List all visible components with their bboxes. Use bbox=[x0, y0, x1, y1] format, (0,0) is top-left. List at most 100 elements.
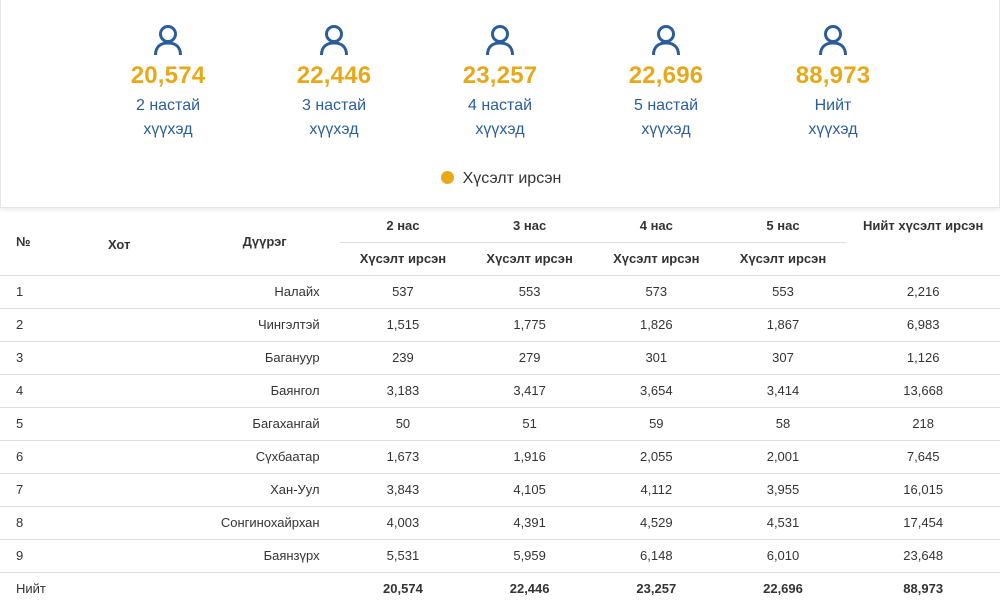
stat-label: Нийт хүүхэд bbox=[808, 97, 858, 138]
cell-age-2: 1,515 bbox=[339, 307, 467, 341]
cell-age-3: 279 bbox=[466, 340, 593, 374]
stat-value: 22,696 bbox=[628, 62, 704, 89]
person-icon bbox=[819, 25, 847, 56]
total-all: 88,973 bbox=[846, 571, 1000, 605]
cell-age-2: 1,673 bbox=[339, 439, 467, 473]
cell-city bbox=[59, 505, 190, 539]
col-header-age-5: 5 нас bbox=[766, 217, 800, 233]
stat-label: 4 настай хүүхэд bbox=[467, 97, 533, 138]
cell-age-4: 59 bbox=[592, 406, 720, 440]
col-header-age-2: 2 нас bbox=[386, 217, 420, 233]
cell-district: Хан-Уул bbox=[189, 472, 340, 506]
cell-no: 7 bbox=[0, 472, 60, 506]
cell-total: 2,216 bbox=[846, 274, 1000, 308]
cell-age-5: 58 bbox=[719, 406, 847, 440]
stat-age-5: 22,696 5 настай хүүхэд bbox=[581, 24, 751, 142]
table-row: 2 Чингэлтэй 1,515 1,775 1,826 1,867 6,98… bbox=[0, 307, 1000, 341]
subheader-age-2: Хүсэлт ирсэн bbox=[339, 241, 467, 275]
cell-age-5: 553 bbox=[719, 274, 847, 308]
col-header-district: Дүүрэг bbox=[242, 234, 287, 250]
cell-age-4: 4,529 bbox=[592, 505, 720, 539]
cell-age-5: 307 bbox=[719, 340, 847, 374]
cell-total: 17,454 bbox=[846, 505, 1000, 539]
stat-age-2: 20,574 2 настай хүүхэд bbox=[83, 24, 253, 142]
legend-dot-icon bbox=[440, 171, 454, 184]
subheader-age-4: Хүсэлт ирсэн bbox=[592, 241, 720, 275]
cell-age-4: 6,148 bbox=[592, 538, 720, 572]
subheader-age-5: Хүсэлт ирсэн bbox=[719, 241, 847, 275]
cell-city bbox=[59, 307, 190, 341]
cell-total: 7,645 bbox=[846, 439, 1000, 473]
total-age-4: 23,257 bbox=[592, 571, 720, 605]
summary-card: 20,574 2 настай хүүхэд 22,446 3 настай х… bbox=[0, 0, 1000, 208]
stat-value: 23,257 bbox=[462, 62, 538, 89]
table-row: 1 Налайх 537 553 573 553 2,216 bbox=[0, 274, 1000, 308]
total-district-empty bbox=[189, 571, 340, 605]
total-age-5: 22,696 bbox=[719, 571, 847, 605]
cell-age-5: 3,955 bbox=[719, 472, 847, 506]
cell-age-2: 50 bbox=[339, 406, 467, 440]
cell-total: 1,126 bbox=[846, 340, 1000, 374]
cell-total: 218 bbox=[846, 406, 1000, 440]
cell-total: 6,983 bbox=[846, 307, 1000, 341]
cell-city bbox=[59, 340, 190, 374]
cell-age-2: 3,183 bbox=[339, 373, 467, 407]
subheader-age-3: Хүсэлт ирсэн bbox=[466, 241, 593, 275]
cell-age-3: 5,959 bbox=[466, 538, 593, 572]
cell-age-3: 1,775 bbox=[466, 307, 593, 341]
col-header-total: Нийт хүсэлт ирсэн bbox=[863, 218, 984, 233]
cell-total: 23,648 bbox=[846, 538, 1000, 572]
cell-district: Сүхбаатар bbox=[189, 439, 340, 473]
cell-district: Багахангай bbox=[189, 406, 340, 440]
cell-district: Багануур bbox=[189, 340, 340, 374]
subheader-total-empty bbox=[846, 242, 1000, 275]
stat-value: 22,446 bbox=[296, 62, 372, 89]
cell-age-3: 3,417 bbox=[466, 373, 593, 407]
legend-label: Хүсэлт ирсэн bbox=[462, 170, 562, 187]
cell-age-4: 2,055 bbox=[592, 439, 720, 473]
person-icon bbox=[486, 25, 514, 56]
cell-age-5: 1,867 bbox=[719, 307, 847, 341]
table-subheader-row: Хүсэлт ирсэн Хүсэлт ирсэн Хүсэлт ирсэн Х… bbox=[0, 241, 1000, 275]
table-row: 5 Багахангай 50 51 59 58 218 bbox=[0, 406, 1000, 440]
stat-label: 2 настай хүүхэд bbox=[135, 97, 201, 138]
stat-age-4: 23,257 4 настай хүүхэд bbox=[415, 24, 585, 142]
cell-age-3: 1,916 bbox=[466, 439, 593, 473]
cell-city bbox=[59, 538, 190, 572]
table-row: 3 Багануур 239 279 301 307 1,126 bbox=[0, 340, 1000, 374]
cell-city bbox=[59, 406, 190, 440]
cell-city bbox=[59, 472, 190, 506]
person-icon bbox=[154, 25, 182, 56]
cell-city bbox=[59, 274, 190, 308]
cell-total: 16,015 bbox=[846, 472, 1000, 506]
stat-value: 20,574 bbox=[130, 62, 206, 89]
col-header-city: Хот bbox=[107, 237, 131, 252]
requests-table: № Хот Дүүрэг 2 нас 3 нас 4 нас 5 нас Ний… bbox=[0, 209, 1000, 605]
table-total-row: Нийт 20,574 22,446 23,257 22,696 88,973 bbox=[0, 571, 1000, 605]
cell-age-3: 4,105 bbox=[466, 472, 593, 506]
cell-no: 2 bbox=[0, 307, 60, 341]
stat-age-3: 22,446 3 настай хүүхэд bbox=[249, 24, 419, 142]
cell-no: 5 bbox=[0, 406, 60, 440]
cell-age-5: 2,001 bbox=[719, 439, 847, 473]
cell-age-2: 3,843 bbox=[339, 472, 467, 506]
table-row: 8 Сонгинохайрхан 4,003 4,391 4,529 4,531… bbox=[0, 505, 1000, 539]
cell-age-3: 51 bbox=[466, 406, 593, 440]
cell-age-4: 573 bbox=[592, 274, 720, 308]
legend[interactable]: Хүсэлт ирсэн bbox=[1, 170, 1000, 188]
total-label: Нийт bbox=[0, 571, 60, 605]
cell-age-4: 1,826 bbox=[592, 307, 720, 341]
cell-district: Сонгинохайрхан bbox=[189, 505, 340, 539]
cell-no: 3 bbox=[0, 340, 60, 374]
col-header-no: № bbox=[16, 234, 31, 250]
cell-total: 13,668 bbox=[846, 373, 1000, 407]
table-row: 7 Хан-Уул 3,843 4,105 4,112 3,955 16,015 bbox=[0, 472, 1000, 506]
total-age-2: 20,574 bbox=[339, 571, 467, 605]
cell-age-2: 239 bbox=[339, 340, 467, 374]
table-row: 6 Сүхбаатар 1,673 1,916 2,055 2,001 7,64… bbox=[0, 439, 1000, 473]
cell-age-4: 301 bbox=[592, 340, 720, 374]
table-header-row: № Хот Дүүрэг 2 нас 3 нас 4 нас 5 нас Ний… bbox=[0, 209, 1000, 252]
stat-label: 3 настай хүүхэд bbox=[301, 97, 367, 138]
cell-age-2: 537 bbox=[339, 274, 467, 308]
person-icon bbox=[652, 25, 680, 56]
